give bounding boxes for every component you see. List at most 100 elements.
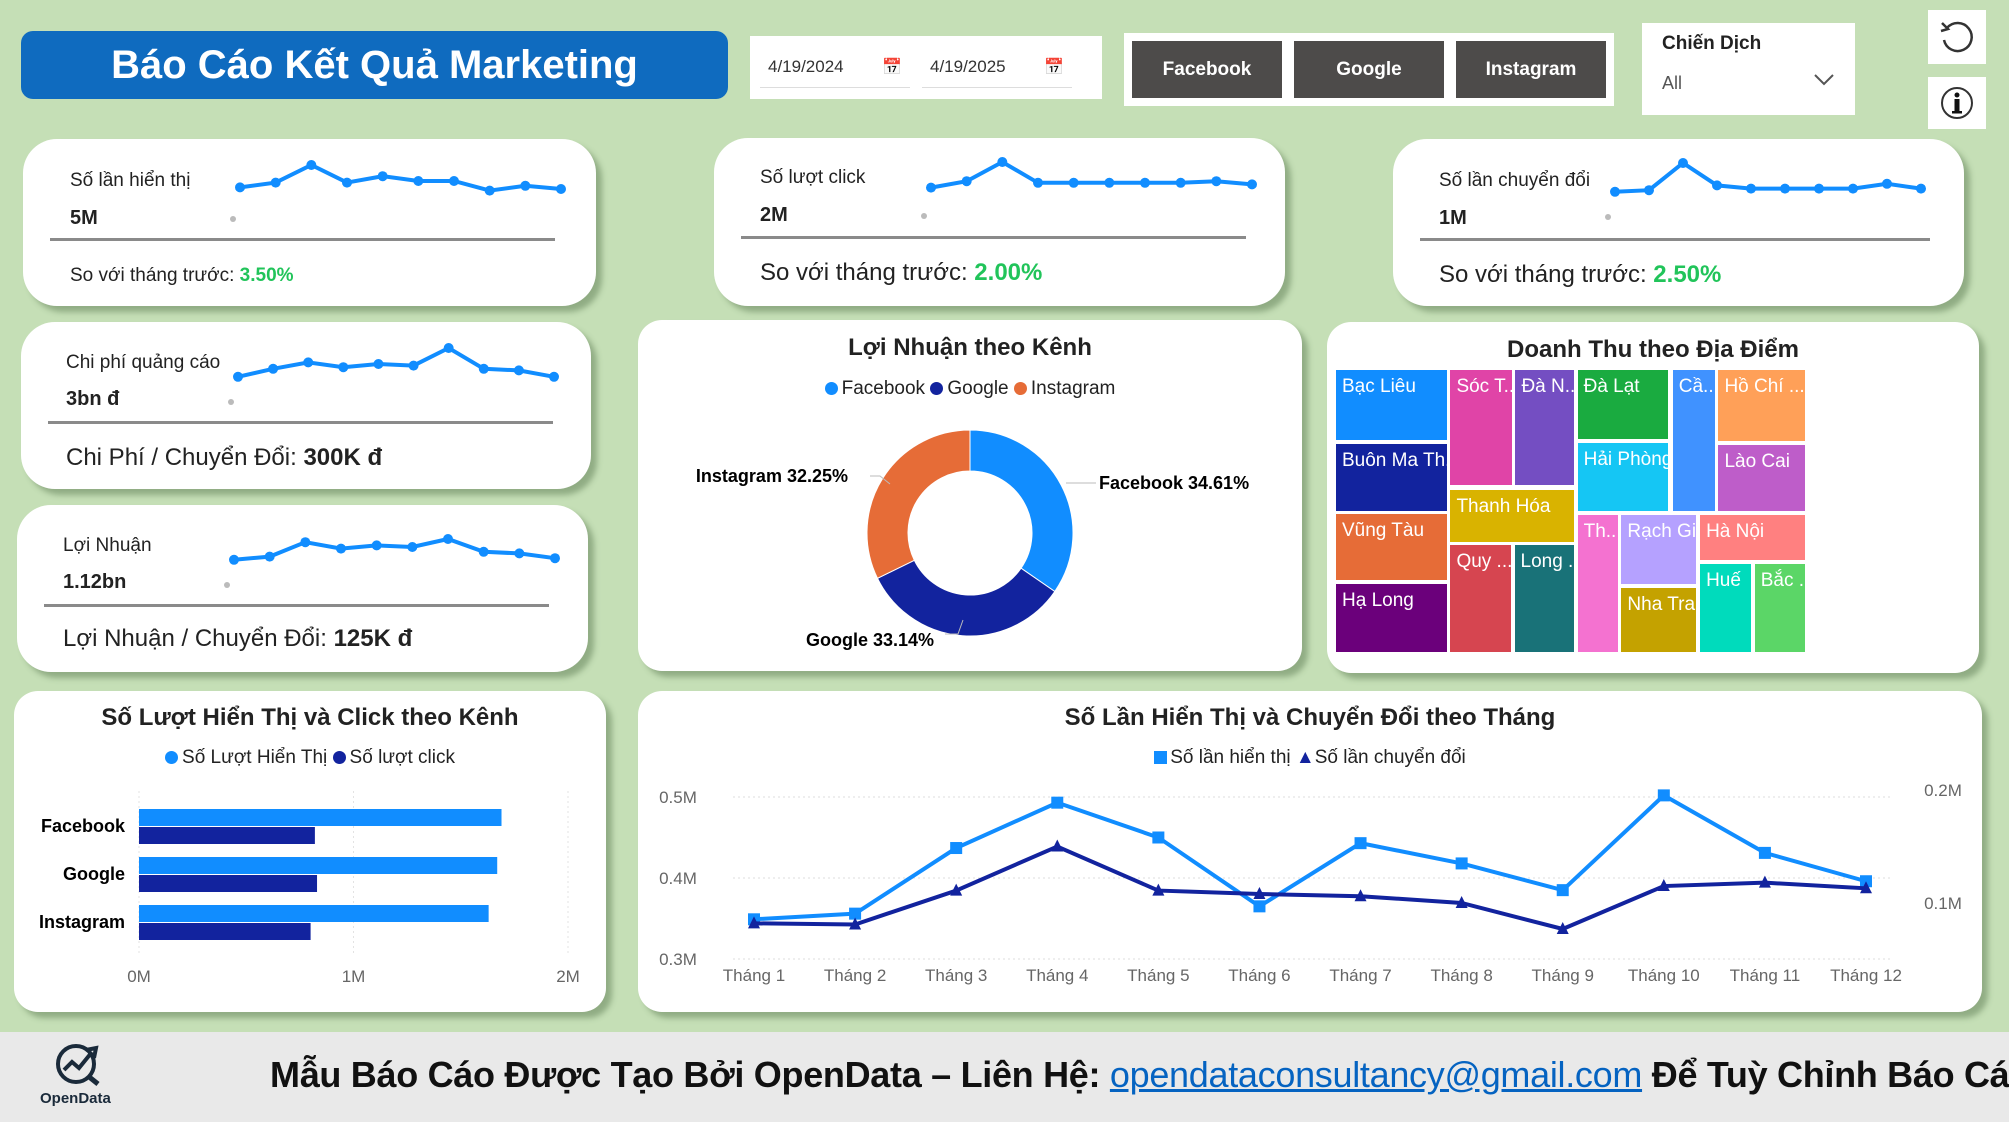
legend-item-instagram[interactable]: Instagram [1013, 378, 1115, 399]
x-tick-label: Tháng 1 [723, 966, 785, 985]
treemap-cell[interactable]: Hạ Long [1335, 582, 1448, 653]
footer-message: Mẫu Báo Cáo Được Tạo Bởi OpenData – Liên… [270, 1054, 2009, 1096]
treemap-cell[interactable]: Vũng Tàu [1335, 512, 1448, 582]
chart-title: Lợi Nhuận theo Kênh [848, 334, 1092, 361]
calendar-icon[interactable]: 📅 [1044, 59, 1064, 76]
instagram-button[interactable]: Instagram [1456, 41, 1606, 98]
data-point-conversions [1860, 881, 1872, 894]
calendar-icon[interactable]: 📅 [882, 59, 902, 76]
treemap-cell[interactable]: Quy ... [1449, 543, 1512, 653]
treemap-cell[interactable]: Bạc Liêu [1335, 369, 1448, 441]
x-tick-label: Tháng 5 [1127, 966, 1189, 985]
legend-item-facebook[interactable]: Facebook [824, 378, 925, 399]
data-point-impressions [849, 907, 862, 920]
logo-text: OpenData [40, 1090, 111, 1107]
sparkline-point [449, 176, 459, 186]
google-button[interactable]: Google [1294, 41, 1444, 98]
treemap-cell[interactable]: Nha Tra... [1620, 586, 1698, 653]
y-left-tick-label: 0.4M [659, 869, 697, 888]
comparison-label: So với tháng trước: [70, 265, 235, 286]
end-date-input[interactable]: 4/19/2025 📅 [922, 48, 1072, 88]
category-label: Facebook [41, 816, 126, 836]
kpi-value: 5M [70, 207, 98, 229]
sparkline-point [549, 371, 559, 382]
treemap-cell[interactable]: Buôn Ma Th... [1335, 442, 1448, 513]
comparison-label: Chi Phí / Chuyển Đổi: [66, 444, 297, 471]
sparkline-point [300, 537, 311, 548]
x-tick-label: Tháng 12 [1830, 966, 1902, 985]
channel-filter: Facebook Google Instagram [1124, 33, 1614, 106]
legend-item-impressions[interactable]: Số Lượt Hiển Thị [165, 747, 327, 768]
data-point-impressions [1051, 796, 1064, 809]
bar-instagram-impressions [139, 905, 489, 922]
date-range-filter: 4/19/2024 📅 4/19/2025 📅 [750, 36, 1102, 99]
end-date-value: 4/19/2025 [930, 57, 1006, 76]
treemap-cell[interactable]: Huế [1699, 562, 1753, 653]
treemap-cell[interactable]: Hồ Chí ... [1717, 369, 1806, 443]
x-tick-label: Tháng 10 [1628, 966, 1700, 985]
sparkline [230, 160, 566, 222]
sparkline-point [1814, 183, 1824, 194]
sparkline-path [233, 536, 556, 562]
data-point-conversions [1455, 896, 1468, 908]
sparkline-path [1614, 160, 1922, 194]
sparkline-axis-dot [228, 399, 234, 405]
data-point-conversions [1657, 879, 1670, 892]
kpi-label: Số lượt click [760, 167, 866, 188]
treemap-cell[interactable]: Cầ... [1671, 369, 1717, 513]
kpi-comparison: Lợi Nhuận / Chuyển Đổi: 125K đ [63, 625, 412, 653]
start-date-input[interactable]: 4/19/2024 📅 [760, 48, 910, 88]
data-point-conversions [1556, 921, 1569, 934]
legend-item-impressions[interactable]: Số lần hiển thị [1154, 747, 1291, 768]
chart-legend: Số Lượt Hiển Thị Số lượt click [14, 747, 606, 769]
facebook-button[interactable]: Facebook [1132, 41, 1282, 98]
sparkline-point [1104, 177, 1115, 188]
sparkline-point [997, 157, 1008, 167]
treemap-cell[interactable]: Đà N... [1514, 369, 1576, 487]
treemap-cell[interactable]: Hải Phòng [1576, 442, 1670, 513]
x-tick-label: Tháng 4 [1026, 966, 1088, 985]
treemap-cell[interactable]: Hà Nội [1699, 514, 1806, 561]
sparkline-point [1610, 186, 1620, 197]
legend-item-clicks[interactable]: Số lượt click [332, 747, 455, 768]
x-tick-label: Tháng 8 [1430, 966, 1492, 985]
sparkline-point [1247, 179, 1257, 190]
donut-slice-facebook [969, 429, 1074, 593]
reset-icon [1940, 21, 1973, 53]
treemap-cell[interactable]: Rạch Giá [1620, 514, 1698, 585]
chart-title: Số Lượt Hiển Thị và Click theo Kênh [101, 704, 519, 731]
data-point-conversions [1051, 839, 1064, 852]
legend-item-conversions[interactable]: ▲Số lần chuyển đổi [1295, 747, 1466, 768]
reset-button[interactable] [1928, 10, 1986, 64]
data-point-conversions [748, 916, 760, 929]
treemap-cell[interactable]: Thanh Hóa [1449, 488, 1576, 543]
campaign-dropdown[interactable]: All [1662, 73, 1835, 94]
comparison-value: 3.50% [239, 265, 294, 286]
slice-label-facebook: Facebook 34.61% [1099, 473, 1249, 493]
leader-line [870, 475, 891, 485]
treemap-cell[interactable]: Bắc ... [1753, 562, 1806, 653]
x-tick-label: Tháng 3 [925, 966, 987, 985]
sparkline-point [484, 185, 495, 196]
contact-email-link[interactable]: opendataconsultancy@gmail.com [1109, 1054, 1643, 1095]
treemap-cell[interactable]: Lào Cai [1717, 444, 1806, 513]
kpi-value: 3bn đ [66, 388, 120, 410]
data-point-impressions [1152, 831, 1165, 844]
treemap-cell[interactable]: Long ... [1513, 543, 1576, 653]
bar-facebook-clicks [139, 827, 315, 844]
opendata-logo-icon [56, 1044, 100, 1086]
treemap-cell[interactable]: Đà Lạt [1576, 369, 1670, 440]
kpi-label: Chi phí quảng cáo [66, 352, 221, 373]
treemap-cell[interactable]: Th... [1576, 514, 1619, 653]
monthly-impressions-conversions-card: Số Lần Hiển Thị và Chuyển Đổi theo Tháng… [638, 691, 1982, 1012]
kpi-card-clicks: Số lượt click 2M So với tháng trước: 2.0… [714, 138, 1285, 306]
legend-item-google[interactable]: Google [930, 378, 1009, 399]
sparkline-point [264, 551, 275, 562]
treemap-cell[interactable]: Sóc T... [1449, 369, 1513, 487]
sparkline-point [514, 548, 525, 559]
x-tick-label: Tháng 11 [1730, 966, 1801, 985]
info-button[interactable] [1928, 77, 1986, 129]
kpi-comparison: So với tháng trước: 2.50% [1439, 261, 1721, 289]
slice-label-google: Google 33.14% [806, 630, 934, 650]
